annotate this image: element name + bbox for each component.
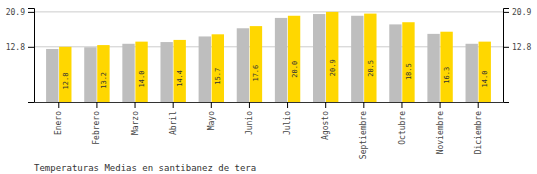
chart: 12.8 20.9 12.8 20.9 Enero Febrero Marzo Abril Ma… xyxy=(0,0,537,174)
bar xyxy=(199,36,211,102)
bar xyxy=(466,44,478,102)
tick-mark xyxy=(325,102,326,108)
tick-label: Diciembre xyxy=(474,111,483,155)
tick-mark xyxy=(503,47,509,48)
bar-series xyxy=(46,14,478,102)
plot: 12.8 20.9 12.8 20.9 Enero Febrero Marzo Abril Ma… xyxy=(6,8,532,159)
bar xyxy=(174,40,186,102)
bar xyxy=(84,47,96,102)
bar xyxy=(97,45,109,102)
data-label: 18.5 xyxy=(405,63,413,80)
tick: Febrero xyxy=(92,102,101,145)
data-label: 13.2 xyxy=(100,72,108,89)
bar xyxy=(59,47,71,102)
tick-mark xyxy=(503,12,509,13)
tick-mark xyxy=(363,102,364,108)
bar xyxy=(479,42,491,102)
tick-label: 20.9 xyxy=(512,8,531,17)
bar xyxy=(364,14,376,102)
data-labels: 12.8 13.2 14.0 14.4 15.7 17.6 20.0 20.9 20.5 18.5… xyxy=(62,59,489,89)
bar xyxy=(427,34,439,102)
tick-label: Julio xyxy=(283,111,292,135)
data-label: 15.7 xyxy=(214,68,222,85)
data-label: 20.9 xyxy=(329,59,337,76)
data-label: 14.0 xyxy=(138,71,146,88)
bar xyxy=(326,12,338,102)
tick-mark xyxy=(478,102,479,108)
bar xyxy=(160,42,172,102)
tick-mark xyxy=(249,102,250,108)
bar xyxy=(275,18,287,102)
tick-label: 20.9 xyxy=(6,8,25,17)
title: Temperaturas Medias en santibanez de ter… xyxy=(34,163,256,173)
bar-series xyxy=(59,12,491,102)
tick: 12.8 xyxy=(6,43,34,52)
data-label: 12.8 xyxy=(62,73,70,90)
tick-label: Septiembre xyxy=(359,111,368,159)
tick-label: Abril xyxy=(169,111,178,135)
tick-mark xyxy=(211,102,212,108)
tick-label: Agosto xyxy=(321,111,330,140)
bar xyxy=(237,28,249,102)
bar xyxy=(135,42,147,102)
tick-label: Febrero xyxy=(92,111,101,145)
tick: Noviembre xyxy=(436,102,445,154)
tick-mark xyxy=(401,102,402,108)
bar xyxy=(46,49,58,102)
grid-line xyxy=(34,11,503,12)
tick-label: Marzo xyxy=(131,111,140,135)
tick-label: 12.8 xyxy=(6,43,25,52)
data-label: 20.5 xyxy=(367,60,375,77)
bar xyxy=(122,44,134,102)
tick-mark xyxy=(28,47,34,48)
x-axis: Enero Febrero Marzo Abril Mayo Junio Julio Agos… xyxy=(35,102,504,159)
tick-label: Noviembre xyxy=(436,111,445,155)
bar xyxy=(351,16,363,102)
axis-line xyxy=(504,9,510,103)
tick-mark xyxy=(173,102,174,108)
tick-mark xyxy=(96,102,97,108)
tick: Julio xyxy=(283,102,292,135)
data-label: 16.3 xyxy=(443,67,451,84)
data-label: 17.6 xyxy=(252,65,260,82)
tick-mark xyxy=(135,102,136,108)
tick: 12.8 xyxy=(503,43,531,52)
bar xyxy=(212,34,224,102)
data-label: 14.4 xyxy=(176,70,184,87)
y-right-axis: 12.8 20.9 xyxy=(503,8,531,103)
tick: Mayo xyxy=(207,102,216,130)
tick-label: Mayo xyxy=(207,111,216,130)
bar xyxy=(440,32,452,102)
tick: Diciembre xyxy=(474,102,483,154)
tick-mark xyxy=(58,102,59,108)
bar xyxy=(402,22,414,102)
tick: Octubre xyxy=(398,102,407,145)
tick-label: 12.8 xyxy=(512,43,531,52)
bars xyxy=(46,12,491,102)
axis-line xyxy=(28,9,35,103)
tick: Junio xyxy=(245,102,254,135)
bar xyxy=(288,16,300,102)
data-label: 14.0 xyxy=(481,71,489,88)
tick-mark xyxy=(28,12,34,13)
tick: Abril xyxy=(169,102,178,135)
tick: Marzo xyxy=(131,102,140,135)
tick-label: Enero xyxy=(54,111,63,135)
y-axis: 12.8 20.9 xyxy=(6,8,35,103)
data-label: 20.0 xyxy=(291,61,299,78)
tick: Agosto xyxy=(321,102,330,140)
tick-label: Junio xyxy=(245,111,254,135)
bar xyxy=(389,24,401,102)
axis-line xyxy=(35,102,504,103)
tick-label: Octubre xyxy=(398,111,407,145)
tick: 20.9 xyxy=(503,8,531,17)
bar xyxy=(313,14,325,102)
tick: 20.9 xyxy=(6,8,34,17)
tick: Septiembre xyxy=(359,102,368,159)
bar xyxy=(250,26,262,102)
tick-mark xyxy=(287,102,288,108)
tick: Enero xyxy=(54,102,63,135)
tick-mark xyxy=(440,102,441,108)
